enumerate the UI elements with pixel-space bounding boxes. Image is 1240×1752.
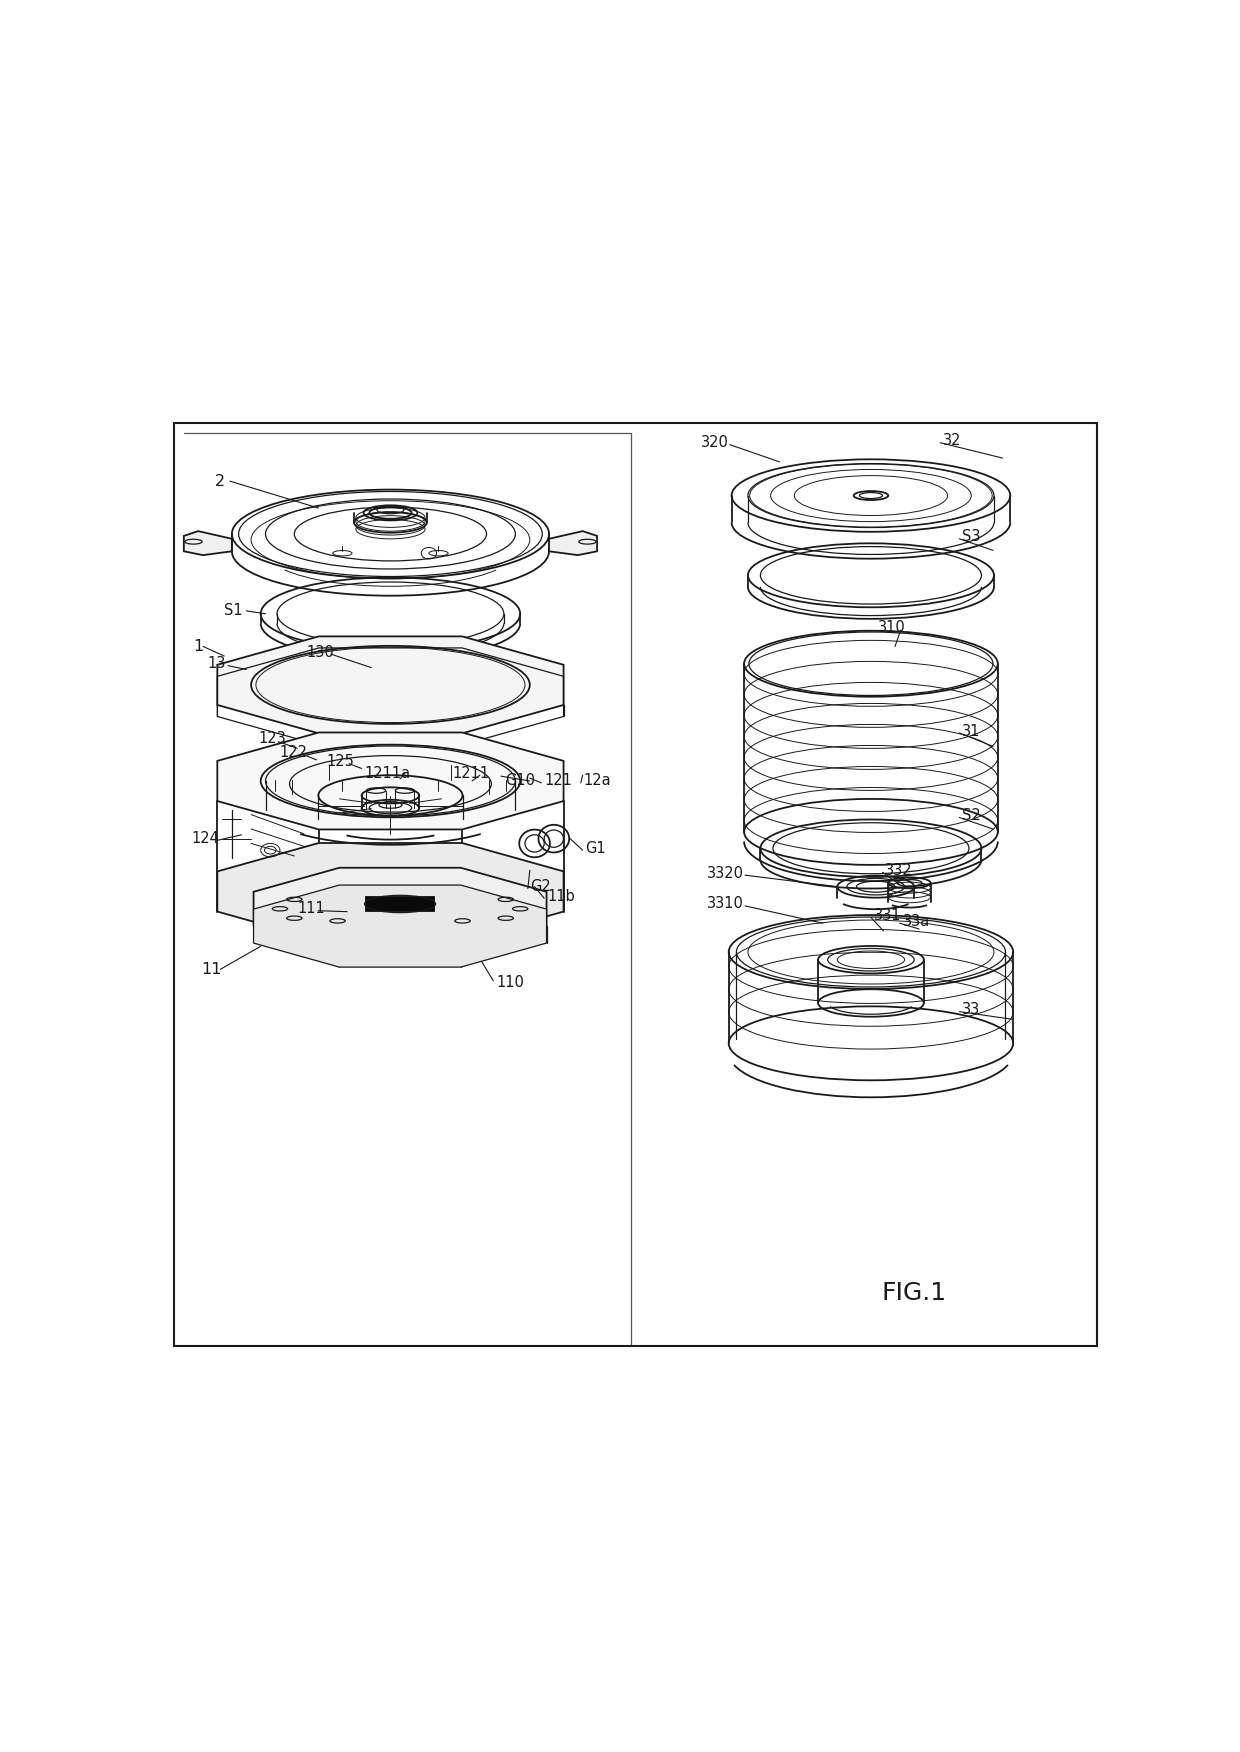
Text: 124: 124 — [191, 830, 219, 846]
Text: 110: 110 — [496, 976, 525, 990]
Text: 32: 32 — [942, 433, 961, 449]
Text: 310: 310 — [878, 620, 905, 634]
Text: 2: 2 — [215, 473, 224, 489]
Text: G1: G1 — [585, 841, 606, 855]
Polygon shape — [217, 732, 563, 829]
Text: 111: 111 — [298, 901, 325, 916]
Text: 33: 33 — [962, 1002, 981, 1018]
Text: 13: 13 — [208, 657, 226, 671]
Text: 11b: 11b — [547, 888, 575, 904]
Text: 1: 1 — [193, 639, 203, 653]
Polygon shape — [217, 843, 563, 941]
Polygon shape — [217, 636, 563, 734]
Text: 3320: 3320 — [707, 865, 744, 881]
Text: 31: 31 — [962, 724, 981, 739]
Text: 320: 320 — [701, 434, 729, 450]
Text: FIG.1: FIG.1 — [882, 1281, 947, 1305]
Text: 1211a: 1211a — [365, 766, 410, 781]
Text: S1: S1 — [224, 603, 243, 618]
Polygon shape — [184, 531, 232, 555]
Text: S2: S2 — [962, 808, 981, 823]
Text: 121: 121 — [544, 773, 572, 788]
Text: 332: 332 — [885, 862, 913, 878]
Text: 33a: 33a — [903, 915, 930, 929]
Polygon shape — [549, 531, 596, 555]
Text: 331: 331 — [874, 908, 901, 923]
Text: S3: S3 — [962, 529, 981, 545]
Text: 12a: 12a — [584, 773, 611, 788]
Text: 130: 130 — [306, 645, 335, 661]
Text: 125: 125 — [326, 755, 353, 769]
Text: 122: 122 — [280, 745, 308, 760]
Text: G2: G2 — [529, 880, 551, 894]
Text: 123: 123 — [259, 731, 286, 746]
Polygon shape — [253, 867, 547, 950]
Text: 11: 11 — [201, 962, 222, 978]
Text: 1211: 1211 — [453, 766, 490, 781]
Polygon shape — [253, 885, 547, 967]
Text: 3310: 3310 — [707, 897, 744, 911]
Polygon shape — [367, 897, 434, 911]
Text: G10: G10 — [505, 773, 534, 788]
